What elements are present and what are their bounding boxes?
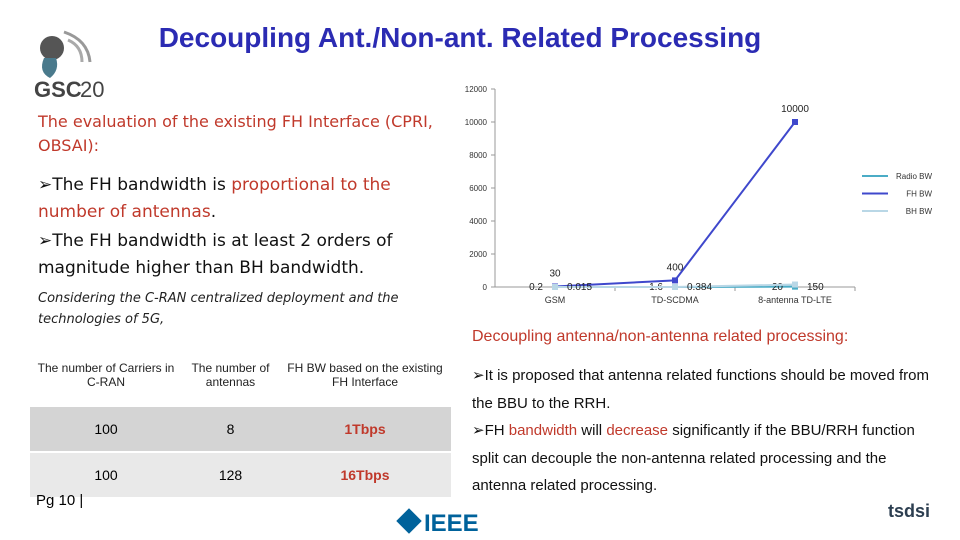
data-label: 20	[772, 282, 784, 293]
data-point	[792, 119, 798, 125]
y-tick-label: 0	[483, 283, 488, 292]
y-tick-label: 10000	[465, 118, 488, 127]
y-tick-label: 6000	[469, 184, 487, 193]
table-header: The number of Carriers in C-RAN The numb…	[30, 345, 451, 406]
highlight: proportional to the number of antennas	[38, 175, 391, 222]
left-heading: The evaluation of the existing FH Interf…	[38, 112, 433, 155]
cell: 8	[182, 405, 279, 452]
text: The FH bandwidth is	[52, 175, 232, 195]
data-label: 400	[667, 262, 684, 273]
cell: 100	[30, 405, 182, 452]
x-tick-label: 8-antenna TD-LTE	[758, 295, 832, 305]
text: FH	[484, 422, 509, 439]
text: will	[577, 422, 607, 439]
legend-label: BH BW	[906, 207, 933, 216]
y-tick-label: 12000	[465, 85, 488, 94]
y-tick-label: 2000	[469, 250, 487, 259]
table-row: 100 8 1Tbps	[30, 405, 451, 452]
right-heading: Decoupling antenna/non-antenna related p…	[472, 328, 849, 345]
highlight: bandwidth	[508, 422, 578, 439]
slide-title: Decoupling Ant./Non-ant. Related Process…	[158, 22, 762, 53]
header-cell: The number of Carriers in C-RAN	[30, 345, 182, 406]
highlight: decrease	[606, 422, 669, 439]
legend-label: FH BW	[906, 190, 932, 199]
left-bullet: ➢The FH bandwidth is at least 2 orders o…	[38, 231, 393, 278]
text: significantly if the BBU/RRH function sp…	[472, 422, 915, 494]
data-label: 0.2	[529, 282, 543, 293]
page-number: Pg 10 |	[36, 492, 84, 509]
left-bullet: ➢The FH bandwidth is proportional to the…	[38, 175, 391, 222]
data-point	[792, 281, 798, 288]
data-label: 30	[549, 269, 561, 280]
text: The FH bandwidth is at least 2 orders of…	[38, 231, 393, 278]
text: It is proposed that antenna related func…	[472, 367, 930, 412]
tsdsi-logo: tsdsi	[888, 501, 930, 521]
right-text: ➢It is proposed that antenna related fun…	[472, 362, 942, 500]
data-label: 150	[807, 282, 824, 293]
header-cell: FH BW based on the existing FH Interface	[279, 345, 451, 406]
legend-label: Radio BW	[896, 172, 932, 181]
data-label: 0.384	[687, 282, 712, 293]
logo-number: 20	[80, 77, 104, 102]
cell: 100	[30, 451, 182, 497]
ieee-text: IEEE	[424, 510, 479, 537]
ieee-logo: IEEE	[396, 508, 479, 537]
right-bullet: ➢FH bandwidth will decrease significantl…	[472, 422, 915, 494]
data-point	[552, 283, 558, 290]
data-label: 0.015	[567, 282, 592, 293]
x-tick-label: TD-SCDMA	[651, 295, 699, 305]
text: .	[210, 202, 217, 222]
left-note: Considering the C-RAN centralized deploy…	[38, 291, 399, 327]
cell: 128	[182, 451, 279, 497]
right-bullet: ➢It is proposed that antenna related fun…	[472, 367, 930, 412]
table: The number of Carriers in C-RAN The numb…	[30, 345, 451, 497]
data-point	[672, 277, 678, 284]
table-row: 100 128 16Tbps	[30, 451, 451, 497]
header-cell: The number of antennas	[182, 345, 279, 406]
data-label: 10000	[781, 104, 809, 115]
data-point	[672, 283, 678, 290]
y-tick-label: 4000	[469, 217, 487, 226]
x-tick-label: GSM	[545, 295, 566, 305]
logo-text: GSC	[34, 77, 82, 102]
y-tick-label: 8000	[469, 151, 487, 160]
cell: 16Tbps	[279, 451, 451, 497]
gsc-logo: GSC 20	[34, 30, 104, 102]
cell: 1Tbps	[279, 405, 451, 452]
